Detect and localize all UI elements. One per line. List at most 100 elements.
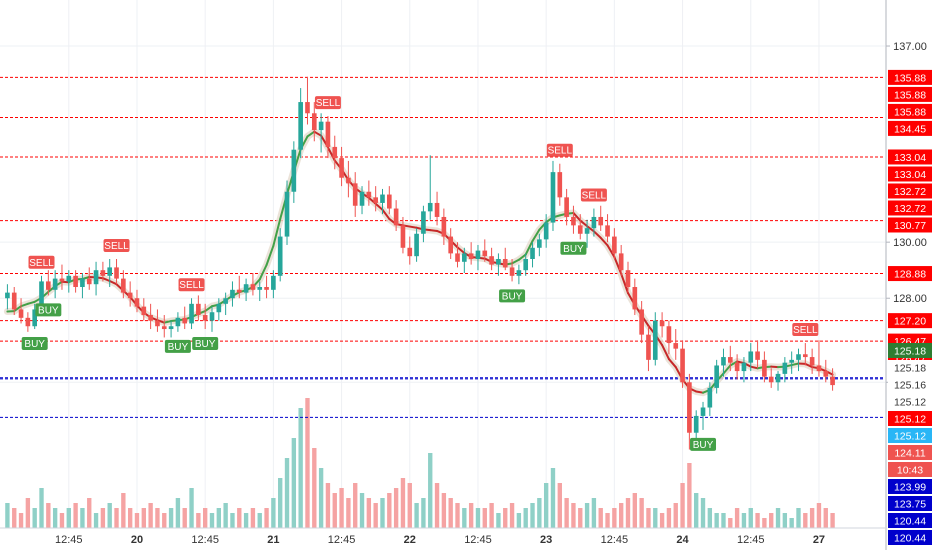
volume-bar[interactable] [87,498,91,528]
volume-bar[interactable] [571,503,575,528]
buy-signal-marker[interactable]: BUY [22,337,48,350]
volume-bar[interactable] [67,508,71,528]
volume-bar[interactable] [271,498,275,528]
volume-bar[interactable] [183,508,187,528]
volume-bar[interactable] [60,513,64,528]
volume-bar[interactable] [346,498,350,528]
candle[interactable] [496,253,501,275]
candle[interactable] [407,237,412,265]
volume-bar[interactable] [360,493,364,528]
volume-bar[interactable] [455,503,459,528]
volume-bar[interactable] [251,508,255,528]
price-tag[interactable]: 133.04 [888,166,932,181]
price-tag[interactable]: 128.88 [888,266,932,281]
candle[interactable] [564,189,569,225]
volume-bar[interactable] [462,508,466,528]
candle[interactable] [469,242,474,264]
volume-bar[interactable] [39,488,43,528]
volume-bar[interactable] [830,513,834,528]
volume-bar[interactable] [742,513,746,528]
price-tag[interactable]: 125.12 [888,394,932,409]
volume-bar[interactable] [26,498,30,528]
candle[interactable] [230,281,235,306]
volume-bar[interactable] [33,508,37,528]
volume-bar[interactable] [387,493,391,528]
volume-bar[interactable] [223,503,227,528]
candle[interactable] [598,206,603,231]
volume-bar[interactable] [544,483,548,528]
volume-bar[interactable] [708,508,712,528]
candle[interactable] [489,248,494,270]
candle[interactable] [94,262,99,296]
volume-bar[interactable] [489,503,493,528]
volume-bar[interactable] [46,503,50,528]
candle[interactable] [53,270,58,298]
volume-bar[interactable] [558,483,562,528]
volume-bar[interactable] [230,513,234,528]
price-tag[interactable]: 132.72 [888,200,932,215]
price-tag[interactable]: 123.99 [888,479,932,494]
candle[interactable] [148,304,153,329]
volume-bar[interactable] [537,498,541,528]
volume-bar[interactable] [714,513,718,528]
price-tag[interactable]: 130.77 [888,217,932,232]
volume-bar[interactable] [421,498,425,528]
volume-bar[interactable] [578,508,582,528]
volume-bar[interactable] [496,513,500,528]
candle[interactable] [428,155,433,219]
sell-signal-marker[interactable]: SELL [179,278,205,291]
volume-bar[interactable] [592,498,596,528]
buy-signal-marker[interactable]: BUY [499,289,525,302]
price-tag[interactable]: 132.72 [888,183,932,198]
candle[interactable] [271,270,276,298]
buy-signal-marker[interactable]: BUY [35,303,61,316]
volume-bar[interactable] [312,448,316,528]
sell-signal-marker[interactable]: SELL [104,239,130,252]
volume-bar[interactable] [394,488,398,528]
volume-bar[interactable] [803,513,807,528]
volume-bar[interactable] [142,508,146,528]
volume-bar[interactable] [101,508,105,528]
price-tag[interactable]: 125.18 [888,343,932,358]
volume-bar[interactable] [380,498,384,528]
volume-bar[interactable] [237,508,241,528]
volume-bar[interactable] [162,513,166,528]
volume-bar[interactable] [530,503,534,528]
price-tag[interactable]: 124.11 [888,445,932,460]
volume-bar[interactable] [449,498,453,528]
candle[interactable] [776,371,781,391]
volume-bar[interactable] [824,508,828,528]
sell-signal-marker[interactable]: SELL [581,189,607,202]
candle[interactable] [605,214,610,242]
volume-bar[interactable] [12,508,16,528]
volume-bar[interactable] [333,493,337,528]
buy-signal-marker[interactable]: BUY [192,337,218,350]
volume-bar[interactable] [53,508,57,528]
candle[interactable] [176,312,181,332]
volume-bar[interactable] [155,508,159,528]
volume-bar[interactable] [135,513,139,528]
sell-signal-marker[interactable]: SELL [792,323,818,336]
candle[interactable] [551,161,556,231]
volume-bar[interactable] [121,493,125,528]
volume-bar[interactable] [653,508,657,528]
volume-bar[interactable] [503,508,507,528]
sell-signal-marker[interactable]: SELL [29,256,55,269]
volume-bar[interactable] [442,493,446,528]
candle[interactable] [517,265,522,285]
candle[interactable] [421,206,426,242]
volume-bar[interactable] [428,453,432,528]
volume-bar[interactable] [564,498,568,528]
price-tag[interactable]: 125.16 [888,377,932,392]
price-tag[interactable]: 123.75 [888,496,932,511]
price-tag[interactable]: 10:43 [888,462,932,477]
volume-bar[interactable] [19,513,23,528]
price-tag[interactable]: 135.88 [888,104,932,119]
price-tag[interactable]: 135.88 [888,70,932,85]
volume-bar[interactable] [435,483,439,528]
volume-bar[interactable] [258,513,262,528]
volume-bar[interactable] [114,508,118,528]
volume-bar[interactable] [401,478,405,528]
buy-signal-marker[interactable]: BUY [560,242,586,255]
